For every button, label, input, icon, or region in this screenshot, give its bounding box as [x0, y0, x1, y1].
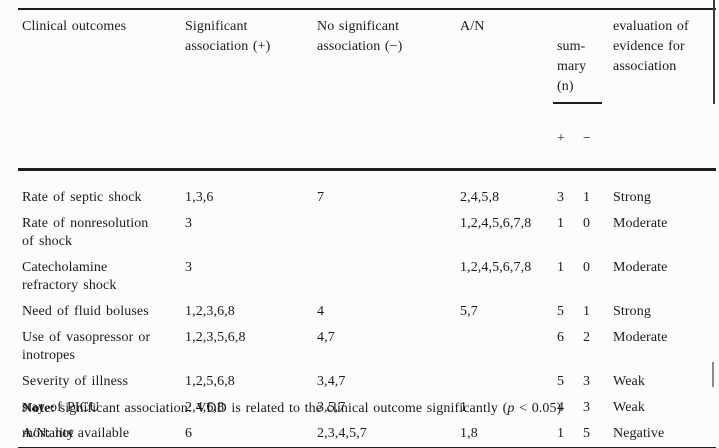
cell-an: 1: [460, 400, 468, 415]
header-row: Clinical outcomes Significant associatio…: [18, 9, 716, 171]
table-body: Rate of septic shock 1,3,6 7 2,4,5,8 3 1…: [18, 170, 716, 448]
summary-subheader-rule: [553, 102, 602, 104]
cell-significant: 2,4,6,8: [185, 400, 225, 415]
cell-significant: 6: [185, 421, 317, 448]
cell-significant: 1,2,5,6,8: [185, 374, 235, 389]
cell-summary-minus: 1: [583, 304, 591, 319]
cell-no-significant: 4,7: [317, 330, 335, 345]
footnote-significance: Note: significant association: VDD is re…: [22, 396, 561, 421]
cell-summary-plus: 1: [557, 216, 565, 231]
cell-no-significant: 2,3,4,5,7: [317, 421, 460, 448]
table-row: Rate of septic shock 1,3,6 7 2,4,5,8 3 1…: [18, 170, 716, 212]
cell-summary-plus: 5: [557, 374, 565, 389]
cell-significant: 3: [185, 260, 193, 275]
cell-summary-minus: 1: [583, 190, 591, 205]
footnote-text: significant association: VDD is related …: [55, 401, 508, 416]
cell-significant: 3: [185, 216, 193, 231]
header-summary-label: sum- mary (n): [557, 39, 587, 94]
cell-no-significant: 3,4,7: [317, 374, 346, 389]
header-significant-association: Significant association (+): [185, 9, 317, 171]
cell-significant: 1,2,3,6,8: [185, 304, 235, 319]
cell-significant: 1,3,6: [185, 190, 214, 205]
clinical-outcomes-table: Clinical outcomes Significant associatio…: [18, 8, 716, 448]
cell-summary-plus: 6: [557, 330, 565, 345]
cell-summary-minus: 0: [583, 260, 591, 275]
cell-evaluation: Weak: [613, 374, 645, 389]
cell-outcome: stay of PICU: [22, 400, 100, 415]
cell-outcome: Rate of nonresolution of shock: [22, 216, 149, 249]
cell-summary-minus: 3: [583, 374, 591, 389]
scan-edge-artifact-top: [713, 0, 715, 104]
cell-an: 1,2,4,5,6,7,8: [460, 216, 532, 231]
table-row: Use of vasopressor or inotropes 1,2,3,5,…: [18, 325, 716, 369]
table-row: Catecholamine refractory shock 3 1,2,4,5…: [18, 255, 716, 299]
cell-outcome: Need of fluid boluses: [22, 304, 149, 319]
scan-edge-artifact-bottom: [712, 362, 714, 387]
cell-summary-minus: 2: [583, 330, 591, 345]
cell-outcome: Use of vasopressor or inotropes: [22, 330, 151, 363]
cell-no-significant: [317, 255, 460, 299]
footnote-an: A/N: not available: [22, 426, 130, 441]
summary-minus-label: −: [583, 131, 591, 146]
cell-an: [460, 325, 557, 369]
summary-plus-minus: + −: [557, 130, 611, 148]
header-clinical-outcomes: Clinical outcomes: [18, 9, 185, 171]
cell-an: 2,4,5,8: [460, 190, 500, 205]
cell-significant: 1,2,3,5,6,8: [185, 330, 246, 345]
cell-outcome: Rate of septic shock: [22, 190, 142, 205]
cell-evaluation: Negative: [613, 421, 716, 448]
cell-summary-plus: 3: [557, 190, 565, 205]
cell-summary-plus: 4: [557, 400, 565, 415]
cell-no-significant: 3,5,7: [317, 400, 346, 415]
cell-evaluation: Moderate: [613, 330, 668, 345]
cell-evaluation: Moderate: [613, 216, 668, 231]
cell-summary-plus: 1: [557, 260, 565, 275]
table-footnotes: Note: significant association: VDD is re…: [22, 396, 561, 446]
cell-summary-minus: 3: [583, 400, 591, 415]
cell-an: 1,8: [460, 421, 557, 448]
header-evaluation: evaluation of evidence for association: [613, 9, 716, 171]
footnote-text-after: < 0.05): [514, 401, 562, 416]
header-an: A/N: [460, 9, 557, 171]
cell-summary-minus: 0: [583, 216, 591, 231]
cell-an: 1,2,4,5,6,7,8: [460, 260, 532, 275]
cell-an: [460, 369, 557, 395]
header-summary: sum- mary (n) + −: [553, 9, 613, 171]
table-row: stay of PICU 2,4,6,8 3,5,7 1 4 3 Weak: [18, 395, 716, 421]
cell-no-significant: 7: [317, 190, 325, 205]
cell-outcome: Severity of illness: [22, 374, 128, 389]
cell-outcome: Catecholamine refractory shock: [22, 260, 117, 293]
cell-evaluation: Moderate: [613, 260, 668, 275]
header-no-significant-association: No significant association (−): [317, 9, 460, 171]
cell-evaluation: Weak: [613, 400, 645, 415]
cell-evaluation: Strong: [613, 190, 651, 205]
footnote-note-label: Note:: [22, 401, 56, 416]
cell-summary-plus: 1: [557, 421, 583, 448]
table-row: Need of fluid boluses 1,2,3,6,8 4 5,7 5 …: [18, 299, 716, 325]
cell-an: 5,7: [460, 304, 478, 319]
cell-outcome: mortality: [18, 421, 185, 448]
cell-summary-minus: 5: [583, 421, 613, 448]
cell-summary-plus: 5: [557, 304, 565, 319]
cell-no-significant: 4: [317, 304, 325, 319]
table-row: Severity of illness 1,2,5,6,8 3,4,7 5 3 …: [18, 369, 716, 395]
table-row: mortality 6 2,3,4,5,7 1,8 1 5 Negative: [18, 421, 716, 448]
cell-no-significant: [317, 211, 460, 255]
table-row: Rate of nonresolution of shock 3 1,2,4,5…: [18, 211, 716, 255]
table-header: Clinical outcomes Significant associatio…: [18, 9, 716, 171]
summary-plus-label: +: [557, 131, 565, 146]
cell-evaluation: Strong: [613, 304, 651, 319]
footnote-p-symbol: p: [507, 401, 515, 416]
